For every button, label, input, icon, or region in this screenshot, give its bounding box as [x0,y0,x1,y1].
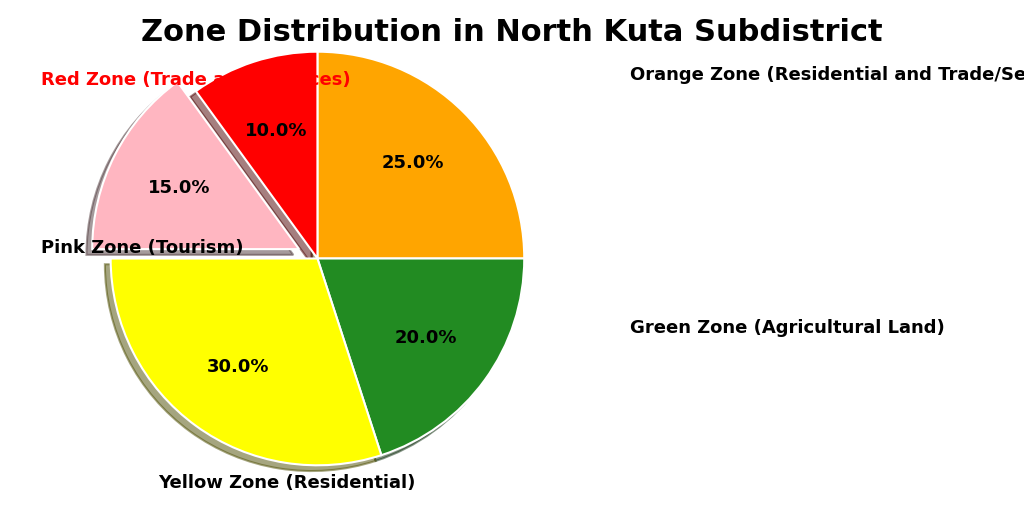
Text: 20.0%: 20.0% [395,328,458,346]
Text: Green Zone (Agricultural Land): Green Zone (Agricultural Land) [630,320,944,337]
Wedge shape [317,258,524,455]
Text: 10.0%: 10.0% [245,121,307,140]
Text: Orange Zone (Residential and Trade/Services): Orange Zone (Residential and Trade/Servi… [630,66,1024,84]
Text: 15.0%: 15.0% [148,179,211,197]
Wedge shape [317,52,524,258]
Text: Red Zone (Trade and Services): Red Zone (Trade and Services) [41,71,350,89]
Text: Zone Distribution in North Kuta Subdistrict: Zone Distribution in North Kuta Subdistr… [141,18,883,47]
Text: Yellow Zone (Residential): Yellow Zone (Residential) [158,475,416,492]
Wedge shape [111,258,381,465]
Text: Pink Zone (Tourism): Pink Zone (Tourism) [41,239,244,257]
Wedge shape [92,82,299,249]
Text: 30.0%: 30.0% [207,358,269,376]
Text: 25.0%: 25.0% [381,155,443,173]
Wedge shape [196,52,317,258]
